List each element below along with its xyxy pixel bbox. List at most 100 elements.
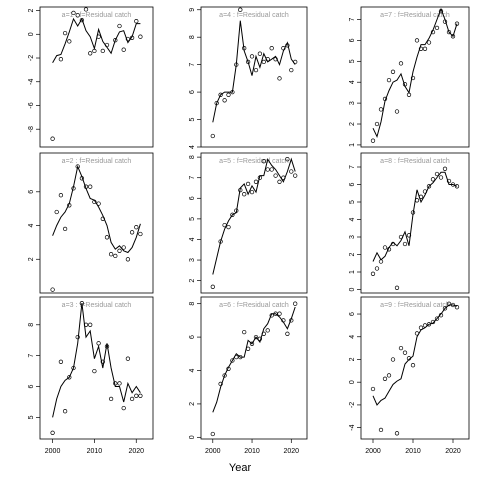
observed-point — [92, 368, 97, 374]
y-tick-label: 8 — [28, 323, 35, 327]
observed-point — [382, 245, 388, 250]
observed-point — [257, 51, 263, 56]
panel-1: a=1 : f=Residual catch 2 0 -2 -4 -6 -8 — [28, 6, 154, 148]
observed-point — [238, 7, 243, 12]
y-tick-label: 6 — [349, 312, 356, 316]
panel-frame — [200, 152, 308, 294]
observed-point — [257, 175, 263, 180]
y-tick-label: 4 — [349, 335, 356, 339]
observed-point — [253, 179, 259, 184]
y-tick-label: 3 — [189, 258, 196, 262]
observed-point — [138, 393, 143, 398]
observed-point — [374, 266, 380, 271]
observed-point — [230, 89, 235, 95]
observed-point — [390, 357, 396, 362]
fitted-line — [52, 303, 141, 418]
observed-point — [394, 109, 400, 114]
observed-point — [370, 386, 376, 392]
observed-point — [257, 336, 263, 341]
observed-point — [430, 319, 436, 325]
observed-point — [414, 331, 420, 336]
observed-point — [422, 323, 428, 328]
observed-point — [450, 182, 456, 187]
observed-point — [234, 208, 239, 213]
observed-point — [210, 284, 215, 289]
panel-title: a=4 : f=Residual catch — [219, 12, 289, 19]
observed-point — [129, 35, 135, 40]
y-tick-label: 8 — [189, 35, 196, 39]
observed-point — [402, 82, 408, 87]
observed-point — [406, 233, 412, 238]
observed-point — [410, 363, 416, 368]
y-tick-label: -6 — [28, 102, 35, 108]
y-tick-label: 2 — [349, 252, 356, 256]
observed-point — [398, 345, 404, 351]
y-tick-label: 6 — [189, 335, 196, 339]
observed-point — [398, 61, 404, 66]
observed-point — [88, 322, 93, 327]
observed-point — [226, 92, 231, 97]
observed-point — [75, 334, 80, 340]
observed-point — [113, 38, 118, 43]
y-tick-label: 6 — [189, 90, 196, 94]
observed-point — [62, 409, 68, 414]
observed-point — [79, 301, 85, 306]
observed-point — [125, 36, 131, 42]
y-tick-label: 1 — [349, 270, 356, 274]
panel-4: a=4 : f=Residual catch 4 5 6 7 8 9 — [189, 6, 308, 149]
panel-2: a=2 : f=Residual catch 2 4 6 — [28, 152, 154, 294]
observed-point — [129, 230, 135, 235]
observed-point — [422, 189, 428, 194]
observed-point — [261, 159, 266, 164]
observed-point — [121, 47, 126, 52]
observed-point — [96, 34, 101, 39]
y-tick-label: 5 — [349, 59, 356, 63]
observed-point — [289, 318, 294, 323]
observed-point — [269, 46, 274, 51]
observed-point — [434, 171, 440, 177]
y-tick-label: 5 — [189, 118, 196, 122]
y-tick-label: 0 — [189, 435, 196, 439]
observed-point — [454, 21, 460, 26]
y-tick-label: 4 — [189, 237, 196, 241]
observed-point — [394, 431, 400, 436]
observed-point — [277, 179, 282, 184]
panel-title: a=9 : f=Residual catch — [380, 302, 450, 309]
observed-point — [446, 301, 452, 306]
observed-point — [67, 39, 72, 44]
observed-point — [261, 331, 266, 336]
panel-5: a=5 : f=Residual catch 2 3 4 5 6 7 8 — [189, 152, 308, 294]
y-tick-label: 2 — [349, 122, 356, 126]
observed-point — [50, 287, 55, 292]
y-tick-label: 9 — [189, 8, 196, 12]
observed-point — [218, 92, 223, 97]
observed-point — [418, 46, 424, 51]
observed-point — [402, 241, 408, 247]
panel-3: a=3 : f=Residual catch 5 6 7 8 2000 2010 2020 — [28, 296, 154, 455]
y-tick-label: 5 — [28, 415, 35, 419]
fitted-line — [212, 20, 296, 123]
observed-point — [442, 306, 448, 311]
observed-point — [125, 356, 131, 361]
panel-7: a=7 : f=Residual catch 1 2 3 4 5 6 7 — [349, 6, 470, 148]
panel-frame — [39, 6, 154, 148]
observed-point — [108, 396, 114, 402]
observed-point — [426, 322, 432, 327]
y-tick-label: 6 — [189, 196, 196, 200]
observed-point — [378, 259, 384, 264]
observed-point — [104, 344, 110, 349]
panel-9: a=9 : f=Residual catch -4 -2 0 2 4 6 2000 2010 20… — [349, 296, 470, 455]
y-tick-label: 5 — [349, 200, 356, 204]
panel-6: a=6 : f=Residual catch 0 2 4 6 8 2000 2010 2020 — [189, 296, 308, 455]
panel-grid: a=1 : f=Residual catch 2 0 -2 -4 -6 -8 a=2 : f=… — [28, 6, 470, 455]
observed-point — [218, 239, 223, 244]
y-tick-label: 6 — [28, 190, 35, 194]
observed-point — [450, 34, 456, 39]
observed-point — [125, 257, 131, 262]
observed-point — [293, 59, 298, 65]
observed-point — [83, 7, 89, 12]
x-tick-label: 2010 — [87, 448, 103, 455]
observed-point — [382, 376, 388, 381]
observed-point — [210, 431, 215, 437]
observed-point — [96, 201, 101, 206]
